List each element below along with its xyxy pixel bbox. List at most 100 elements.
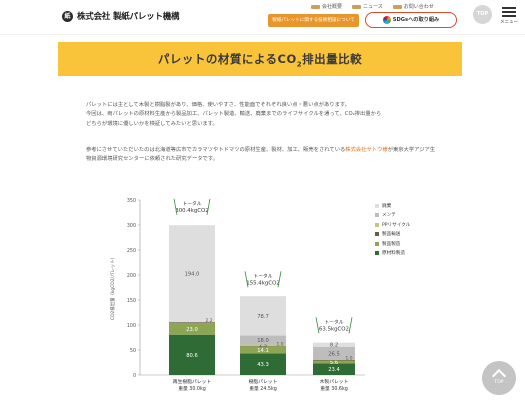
pallet-icon [352, 4, 362, 9]
total-value: 155.4kgCO2 [246, 280, 279, 286]
category-label: 再生樹脂パレット [173, 378, 212, 385]
nav-company-profile[interactable]: 会社概要 [311, 3, 342, 10]
category-weight: 重量 30.0kg [178, 385, 206, 392]
hamburger-icon [498, 7, 520, 17]
bar-segment [240, 296, 286, 336]
bar-segment [240, 346, 286, 354]
nav-contact[interactable]: お問い合わせ [392, 3, 434, 10]
bar-segment [169, 225, 215, 323]
legend-swatch [375, 203, 379, 208]
bar-segment [169, 334, 215, 375]
y-tick-label: 200 [127, 273, 136, 279]
category-weight: 重量 30.6kg [320, 385, 348, 392]
menu-label: メニュー [500, 20, 518, 25]
data-label-small: 1.0 [346, 356, 353, 362]
source-paragraph: 参考にさせていただいたのは北海道等広市でカラマツやトドマツの原材生産、製材、加工… [86, 146, 438, 165]
logo-mark-icon: 紙 [62, 10, 73, 22]
total-label: トータル [182, 200, 201, 207]
co2-chart: 0 50 100 150 200 250 300 350 CO2排出量（kgCO2/パレット） 8… [100, 190, 430, 400]
intro-line: パレットには主として木製と樹脂製があり、価格、使いやすさ、性能面でそれぞれ良い点… [86, 102, 350, 108]
y-tick-label: 350 [127, 198, 136, 204]
sdgs-button[interactable]: SDGsへの取り組み [365, 12, 457, 28]
category-label: 木製パレット [320, 378, 349, 385]
bar-segment [313, 360, 355, 364]
data-label: 2.5 [259, 343, 267, 349]
scroll-to-top-button[interactable]: TOP [482, 361, 516, 395]
legend-label: 廃棄 [382, 203, 392, 209]
source-text: 参考にさせていただいたのは北海道等広市でカラマツやトドマツの原材生産、製材、加工… [86, 147, 346, 153]
legend-item: 廃棄 [375, 201, 410, 211]
bar-segment [169, 322, 215, 324]
intro-line: 今回は、両パレットの原材料生産から製品加工、パレット製造、輸送、廃棄までのライフ… [86, 111, 382, 118]
source-text: が東京大学アジア生物資源環境研究センターに依頼された研究データです。 [86, 147, 436, 163]
total-bracket-left [173, 198, 178, 215]
total-value: 300.4kgCO2 [175, 208, 208, 214]
top-home-button[interactable]: TOP [473, 5, 492, 24]
data-label: 8.2 [330, 343, 338, 349]
site-header: 紙 株式会社 製紙パレット機構 会社概要 ニュース お問い合わせ 製紙パレットに… [0, 0, 525, 34]
sato-link[interactable]: 株式会社サトウ様 [345, 147, 388, 153]
y-axis-label: CO2排出量（kgCO2/パレット） [109, 255, 116, 320]
legend-label: 製品輸送 [382, 232, 401, 238]
total-label: トータル [253, 272, 272, 279]
bar-segment [313, 342, 355, 347]
title-main: パレットの材質によるCO [157, 52, 297, 66]
sdgs-label: SDGsへの取り組み [392, 17, 440, 23]
y-tick-label: 300 [127, 223, 136, 229]
company-name: 株式会社 製紙パレット機構 [77, 12, 180, 22]
y-tick-label: 150 [127, 298, 136, 304]
y-tick-label: 100 [127, 323, 136, 329]
legend-swatch [375, 251, 379, 256]
nav-news[interactable]: ニュース [352, 3, 383, 10]
pallet-icon [392, 4, 402, 9]
bar-segment [240, 335, 286, 345]
intro-paragraph: パレットには主として木製と樹脂製があり、価格、使いやすさ、性能面でそれぞれ良い点… [86, 101, 438, 129]
data-label-small: 1.0 [277, 341, 284, 347]
total-bracket-right [277, 271, 282, 288]
page-title: パレットの材質によるCO2排出量比較 [58, 42, 462, 81]
scroll-top-label: TOP [494, 380, 504, 385]
data-label-small: 2.2 [206, 318, 213, 324]
company-logo[interactable]: 紙 株式会社 製紙パレット機構 [62, 9, 180, 23]
legend-swatch [375, 213, 379, 218]
legend-item: メンテ [375, 211, 410, 221]
bar-segment [240, 345, 286, 347]
data-label: 78.7 [257, 314, 269, 320]
y-tick-label: 50 [130, 348, 136, 354]
total-value: 63.5kgCO2 [319, 326, 349, 332]
chart-legend: 廃棄メンテ PPリサイクル 製品輸送製品製造原材料製造 [375, 201, 410, 258]
top-nav: 会社概要 ニュース お問い合わせ [311, 3, 434, 10]
data-label: 18.0 [257, 338, 269, 344]
data-label: 43.3 [257, 362, 269, 368]
data-label: 26.5 [328, 351, 340, 357]
legend-label: 製品製造 [382, 241, 401, 247]
legend-label: メンテ [382, 213, 396, 219]
total-bracket-left [244, 271, 249, 288]
tech-consult-button[interactable]: 製紙パレットに関する技術相談について [268, 14, 359, 27]
legend-item: 原材料製造 [375, 249, 410, 259]
legend-swatch [375, 241, 379, 246]
legend-swatch [375, 232, 379, 237]
data-label: 23.4 [328, 367, 340, 373]
data-label: 194.0 [185, 272, 200, 278]
bar-segment [240, 344, 286, 346]
data-label: 14.1 [257, 348, 269, 354]
bar-segment [240, 353, 286, 375]
legend-item: 製品製造 [375, 239, 410, 249]
legend-label: PPリサイクル [382, 222, 411, 228]
y-tick-label: 0 [133, 373, 136, 379]
bar-segment [313, 360, 355, 361]
bar-segment [313, 363, 355, 375]
title-tail: 排出量比較 [302, 52, 363, 66]
legend-item: 製品輸送 [375, 230, 410, 240]
nav-label: ニュース [363, 4, 383, 10]
total-bracket-right [348, 317, 353, 334]
legend-swatch [375, 222, 379, 227]
intro-line: どちらが環境に優しいかを検証してみたいと思います。 [86, 120, 218, 127]
title-subscript: 2 [296, 60, 303, 69]
data-label: 5.6 [330, 360, 338, 366]
header-divider [0, 34, 525, 35]
total-label: トータル [324, 318, 343, 325]
data-label: 80.6 [186, 353, 198, 359]
menu-button[interactable]: メニュー [498, 5, 520, 31]
